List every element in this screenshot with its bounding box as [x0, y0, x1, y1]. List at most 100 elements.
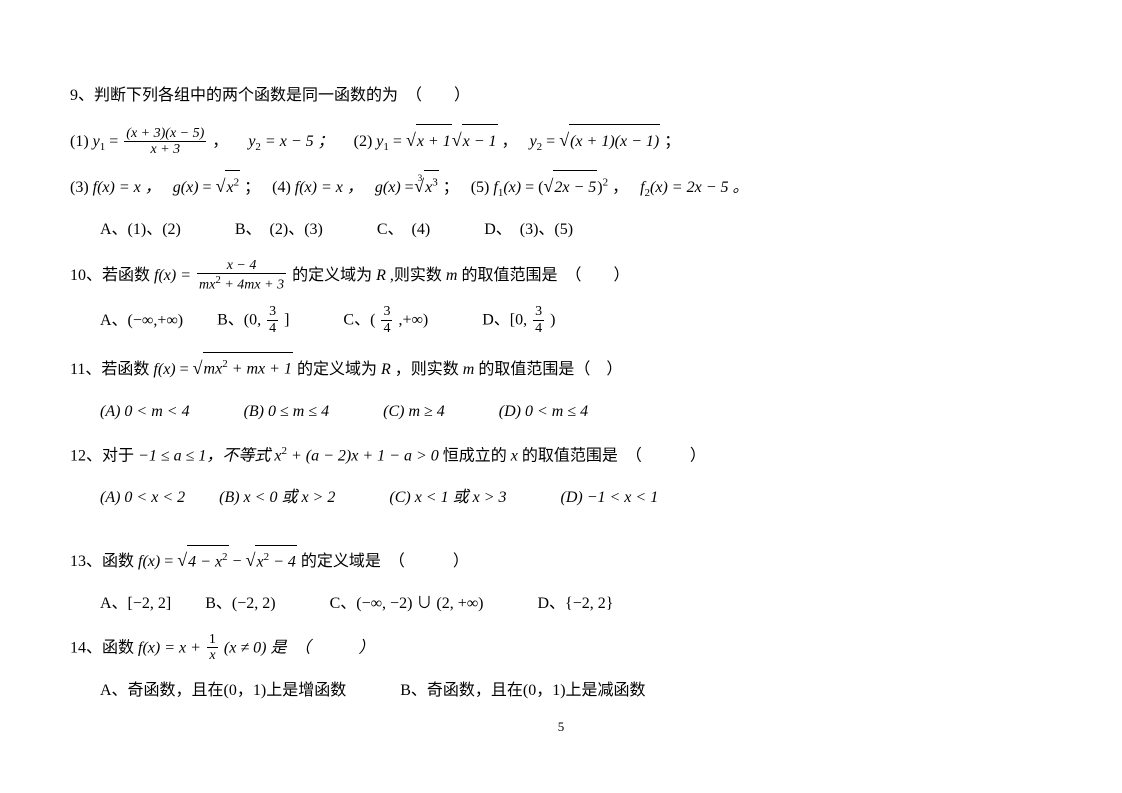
q11-rad2: + mx + 1: [228, 361, 292, 378]
q10-optB: B、(0, 34 ]: [217, 304, 289, 337]
q9-p4-end: ；: [443, 179, 451, 196]
q9-p2-rad1: x + 1: [416, 124, 452, 159]
q11-optA: (A) 0 < m < 4: [100, 396, 190, 428]
q12-optA: (A) 0 < x < 2: [100, 482, 185, 514]
q9-options: A、(1)、(2) B、 (2)、(3) C、 (4) D、 (3)、(5): [100, 214, 1052, 246]
q9-p3-rad: x: [226, 179, 233, 196]
q13-optC: C、(−∞, −2) ∪ (2, +∞): [330, 588, 484, 620]
q12-options: (A) 0 < x < 2 (B) x < 0 或 x > 2 (C) x < …: [100, 482, 1052, 514]
q12-cond: −1 ≤ a ≤ 1，不等式: [138, 447, 270, 464]
q10-C-post: ,+∞): [394, 312, 428, 329]
q9-p1-num: (x + 3)(x − 5): [124, 126, 206, 142]
q10-B-num: 3: [267, 304, 278, 320]
q9-p1-comma: ，: [208, 133, 228, 150]
q14-cond: (x ≠ 0) 是 （ ）: [224, 639, 375, 656]
q10-B-pre: B、(0,: [217, 312, 265, 329]
q9-p3-fx: f(x) = x ，: [93, 179, 153, 196]
q10-C-pre: C、(: [343, 312, 379, 329]
q10-optC: C、( 34 ,+∞): [343, 304, 428, 337]
q13-optD: D、{−2, 2}: [537, 588, 613, 620]
q12-end: 的取值范围是 （ ）: [522, 447, 706, 464]
q13-rad2: x: [256, 553, 263, 570]
q14-options: A、奇函数，且在(0，1)上是增函数 B、奇函数，且在(0，1)上是减函数: [100, 675, 1052, 707]
q10-D-post: ): [546, 312, 555, 329]
q12-stem: 12、对于 −1 ≤ a ≤ 1，不等式 x2 + (a − 2)x + 1 −…: [70, 440, 1052, 472]
q11-end: 的取值范围是（ ）: [478, 361, 622, 378]
q11-rad1: mx: [204, 361, 223, 378]
q13-rad2b: − 4: [269, 553, 296, 570]
q13-end: 的定义域是 （ ）: [301, 553, 469, 570]
page-number: 5: [70, 719, 1052, 735]
q10-D-den: 4: [533, 321, 544, 338]
q9-p5-rad: 2x − 5: [553, 170, 597, 205]
q10-optD: D、[0, 34 ): [482, 304, 555, 337]
q9-stem: 9、判断下列各组中的两个函数是同一函数的为 （ ）: [70, 80, 1052, 112]
q10-end: 的取值范围是 （ ）: [461, 267, 629, 284]
q10-post: ,则实数: [390, 267, 442, 284]
q12-x: x: [274, 447, 281, 464]
q12-optC: (C) x < 1 或 x > 3: [389, 482, 506, 514]
q14-pre: 14、函数: [70, 639, 134, 656]
q11-stem: 11、若函数 f(x) = mx2 + mx + 1 的定义域为 R ，则实数 …: [70, 350, 1052, 386]
q13-options: A、[−2, 2] B、(−2, 2) C、(−∞, −2) ∪ (2, +∞)…: [100, 588, 1052, 620]
q14-optA: A、奇函数，且在(0，1)上是增函数: [100, 675, 346, 707]
q10-den2: + 4mx + 3: [221, 278, 284, 293]
q11-optB: (B) 0 ≤ m ≤ 4: [244, 396, 330, 428]
q10-D-num: 3: [533, 304, 544, 320]
q11-options: (A) 0 < m < 4 (B) 0 ≤ m ≤ 4 (C) m ≥ 4 (D…: [100, 396, 1052, 428]
q14-num: 1: [207, 632, 218, 648]
q9-optB: B、 (2)、(3): [235, 214, 323, 246]
q9-p2-end: ；: [664, 133, 680, 150]
q9-p5-f2x: (x) = 2x − 5 。: [650, 179, 748, 196]
q10-optA: A、(−∞,+∞): [100, 305, 183, 337]
q9-optC: C、 (4): [377, 214, 430, 246]
q10-B-den: 4: [267, 321, 278, 338]
q9-p4-label: (4): [272, 179, 291, 196]
q9-optD: D、 (3)、(5): [484, 214, 573, 246]
q9-p5-label: (5): [471, 179, 490, 196]
q10-stem: 10、若函数 f(x) = x − 4 mx2 + 4mx + 3 的定义域为 …: [70, 258, 1052, 295]
q13-pre: 13、函数: [70, 553, 134, 570]
q12-optB: (B) x < 0 或 x > 2: [219, 482, 335, 514]
q9-p3-label: (3): [70, 179, 89, 196]
q9-parts-line2: (3) f(x) = x ， g(x) = x2 ； (4) f(x) = x …: [70, 168, 1052, 206]
q14-stem: 14、函数 f(x) = x + 1 x (x ≠ 0) 是 （ ）: [70, 632, 1052, 665]
q9-p2-rad2: x − 1: [462, 124, 498, 159]
q10-pre: 10、若函数: [70, 267, 150, 284]
q9-parts-line1: (1) y1 = (x + 3)(x − 5) x + 3 ， y2 = x −…: [70, 122, 1052, 160]
q9-p1-label: (1): [70, 133, 89, 150]
q12-optD: (D) −1 < x < 1: [561, 482, 659, 514]
q9-p1-y2: = x − 5 ；: [261, 133, 334, 150]
q9-p3-end: ；: [244, 179, 252, 196]
q13-rad1: 4 − x: [188, 553, 222, 570]
q10-options: A、(−∞,+∞) B、(0, 34 ] C、( 34 ,+∞) D、[0, 3…: [100, 304, 1052, 337]
q14-fx: f(x) = x +: [138, 639, 205, 656]
q9-p4-fx: f(x) = x ，: [295, 179, 355, 196]
q9-p2-mid: ，: [502, 133, 510, 150]
q11-optD: (D) 0 < m ≤ 4: [499, 396, 588, 428]
q11-post: ，则实数: [395, 361, 459, 378]
q11-mid: 的定义域为: [297, 361, 377, 378]
q13-optB: B、(−2, 2): [205, 588, 275, 620]
q14-den: x: [207, 648, 218, 665]
q9-optA: A、(1)、(2): [100, 214, 181, 246]
q10-C-den: 4: [381, 321, 392, 338]
q10-mid: 的定义域为: [292, 267, 372, 284]
document-page: 9、判断下列各组中的两个函数是同一函数的为 （ ） (1) y1 = (x + …: [0, 0, 1122, 755]
q10-fx: f(x) =: [154, 267, 195, 284]
q12-mid: 恒成立的: [443, 447, 507, 464]
q10-num: x − 4: [197, 258, 286, 274]
q11-optC: (C) m ≥ 4: [383, 396, 445, 428]
q10-D-pre: D、[0,: [482, 312, 531, 329]
q9-p2-y2rad: (x + 1)(x − 1): [569, 124, 660, 159]
q14-optB: B、奇函数，且在(0，1)上是减函数: [400, 675, 645, 707]
q9-p2-label: (2): [354, 133, 373, 150]
q11-pre: 11、若函数: [70, 361, 149, 378]
q12-pre: 12、对于: [70, 447, 134, 464]
q9-p1-den: x + 3: [124, 142, 206, 159]
q13-optA: A、[−2, 2]: [100, 588, 171, 620]
q10-den1: mx: [199, 278, 215, 293]
q10-C-num: 3: [381, 304, 392, 320]
q12-x2: + (a − 2)x + 1 − a > 0: [287, 447, 439, 464]
q10-B-post: ]: [280, 312, 289, 329]
